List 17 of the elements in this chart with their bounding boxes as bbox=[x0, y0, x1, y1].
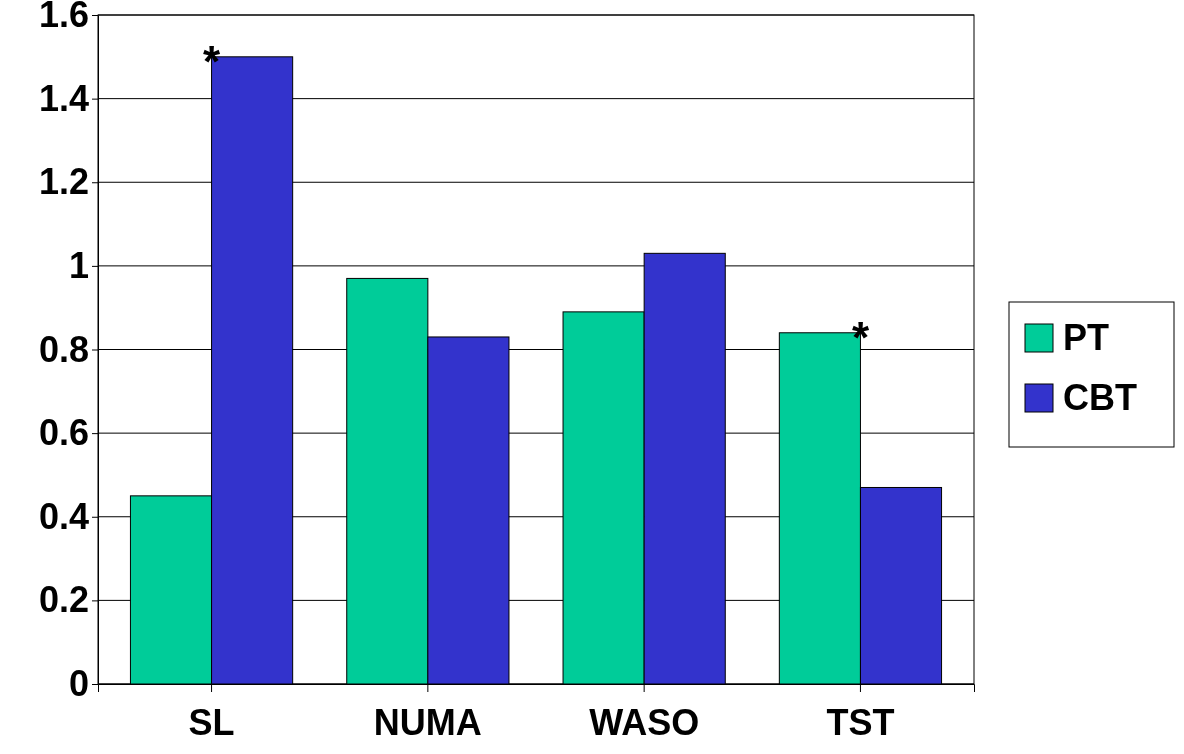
y-tick-label: 1.6 bbox=[38, 0, 89, 36]
y-tick-label: 0 bbox=[68, 663, 89, 705]
y-tick-label: 1 bbox=[68, 244, 89, 286]
y-tick-label: 0.4 bbox=[38, 495, 89, 537]
y-tick-label: 0.8 bbox=[38, 328, 89, 370]
y-tick-label: 0.2 bbox=[38, 579, 89, 621]
legend-label: CBT bbox=[1063, 377, 1137, 418]
x-tick-label: TST bbox=[826, 701, 895, 743]
y-tick-label: 0.6 bbox=[38, 412, 89, 454]
x-tick-label: SL bbox=[188, 701, 235, 743]
x-tick-label: WASO bbox=[589, 701, 700, 743]
y-tick-label: 1.2 bbox=[38, 161, 89, 203]
annotation: * bbox=[202, 36, 221, 86]
annotation: * bbox=[851, 312, 870, 362]
legend-label: PT bbox=[1063, 317, 1110, 358]
y-tick-label: 1.4 bbox=[38, 77, 89, 119]
x-tick-label: NUMA bbox=[373, 701, 482, 743]
